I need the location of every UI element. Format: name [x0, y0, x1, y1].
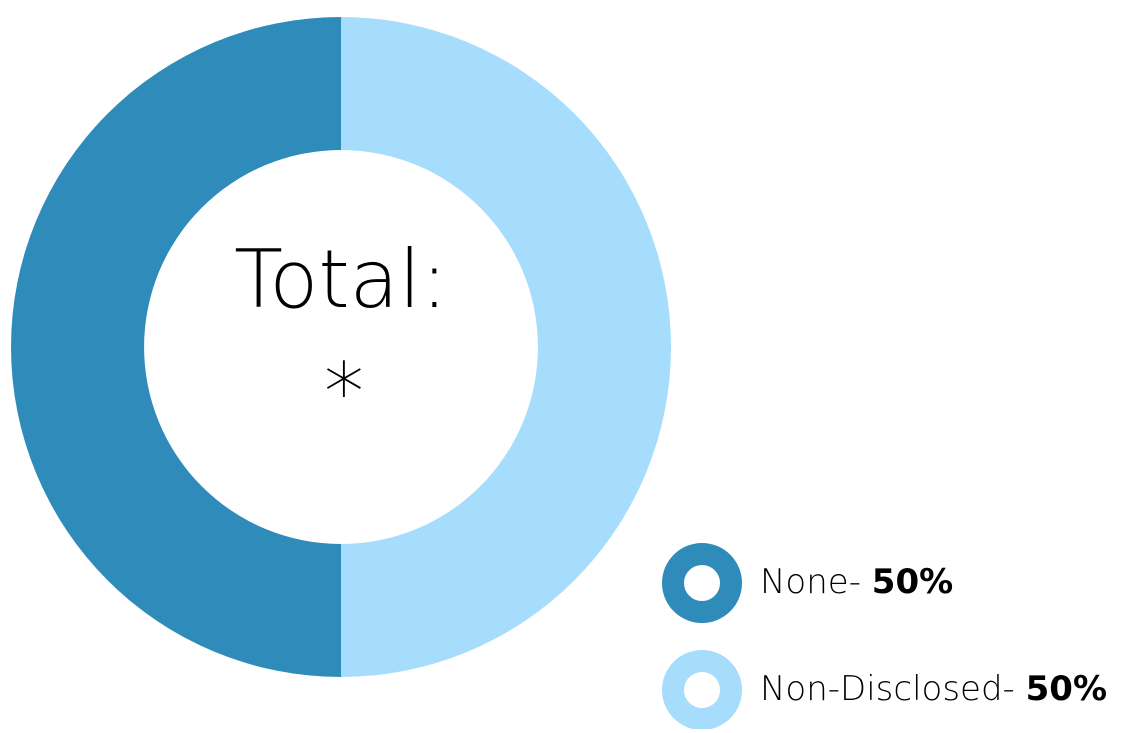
legend-entry: Non-Disclosed- 50% [760, 669, 1107, 709]
legend-label: Non-Disclosed- [760, 669, 1015, 709]
legend-label: None- [760, 562, 861, 602]
value-label: 50% [872, 562, 953, 602]
legend-marker [662, 650, 742, 730]
value-label: 50% [1026, 669, 1107, 709]
legend-marker [662, 543, 742, 623]
donut-slice [11, 17, 341, 677]
center-value: * [324, 346, 364, 439]
donut-slice [341, 17, 671, 677]
legend-entry: None- 50% [760, 562, 953, 602]
center-label: Total: [234, 233, 448, 326]
